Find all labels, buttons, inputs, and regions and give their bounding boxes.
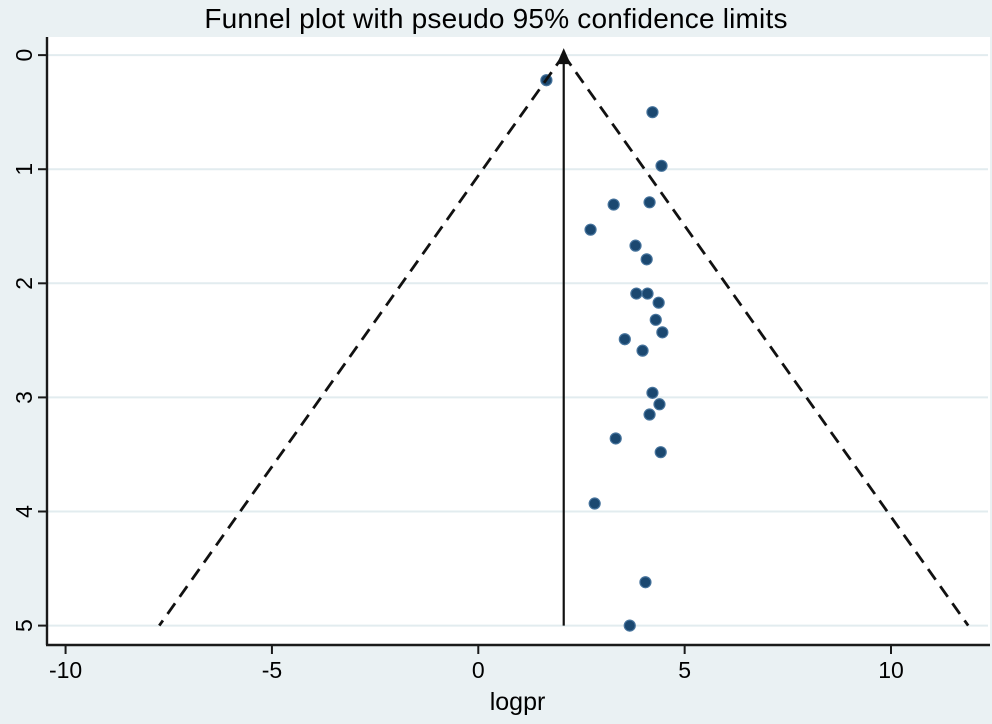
data-point [643, 408, 656, 421]
funnel-left-limit-line [158, 54, 565, 627]
y-tick-label: 2 [11, 277, 37, 290]
data-point [655, 159, 668, 172]
plot-area [47, 37, 990, 645]
data-point [629, 239, 642, 252]
x-tick-label: -10 [49, 657, 82, 683]
data-point [654, 446, 667, 459]
data-point [656, 326, 669, 339]
funnel-right-limit-line [562, 54, 970, 627]
x-tick-label: 5 [678, 657, 691, 683]
data-point [649, 313, 662, 326]
x-tick-label: 0 [472, 657, 485, 683]
chart-title: Funnel plot with pseudo 95% confidence l… [204, 3, 788, 34]
data-point [641, 287, 654, 300]
data-point [653, 398, 666, 411]
data-point [630, 287, 643, 300]
data-point [609, 432, 622, 445]
y-tick-label: 3 [11, 391, 37, 404]
data-point [652, 296, 665, 309]
data-point [640, 253, 653, 266]
data-point [588, 497, 601, 510]
y-tick-label: 1 [11, 163, 37, 176]
data-point [639, 576, 652, 589]
data-point [584, 223, 597, 236]
y-tick-label: 0 [11, 49, 37, 62]
y-tick-label: 4 [11, 505, 37, 518]
x-tick-label: 10 [878, 657, 904, 683]
data-point [618, 333, 631, 346]
data-point [643, 196, 656, 209]
data-point [607, 198, 620, 211]
arrow-up-icon [556, 48, 571, 65]
y-tick-label: 5 [11, 619, 37, 632]
data-point [636, 344, 649, 357]
data-point [646, 106, 659, 119]
data-point [623, 619, 636, 632]
x-axis-label: logpr [489, 688, 546, 716]
data-point [646, 386, 659, 399]
x-tick-label: -5 [262, 657, 282, 683]
